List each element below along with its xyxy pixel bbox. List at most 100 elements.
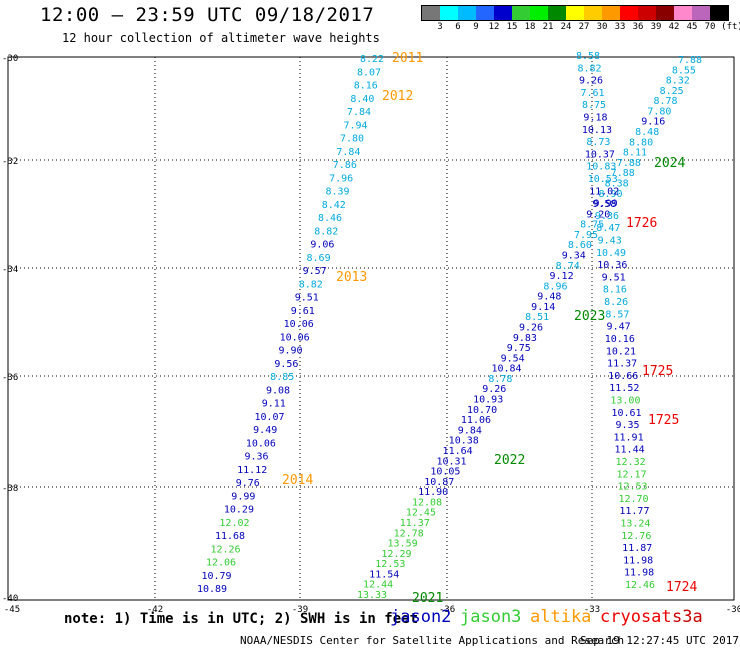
color-swatch xyxy=(476,6,494,20)
legend-jason3: jason3 xyxy=(460,607,522,627)
wave-height-value: 9.20 xyxy=(586,209,610,220)
color-scale-label: 70 xyxy=(704,22,716,32)
color-scale-label: 21 xyxy=(542,22,554,32)
wave-height-value: 10.53 xyxy=(588,174,618,185)
wave-height-value: 8.42 xyxy=(322,200,346,211)
wave-height-value: 9.06 xyxy=(310,240,334,251)
legend-jason2: jason2 xyxy=(390,607,452,627)
track-label: 1724 xyxy=(666,580,697,595)
wave-height-value: 12.76 xyxy=(621,531,651,542)
wave-height-value: 10.89 xyxy=(197,584,227,595)
wave-height-value: 8.16 xyxy=(603,285,627,296)
wave-height-value: 9.51 xyxy=(602,272,626,283)
track-label: 2023 xyxy=(574,309,605,324)
legend-altika: altika xyxy=(530,607,592,627)
wave-height-value: 8.69 xyxy=(307,253,331,264)
color-scale-label: 9 xyxy=(473,22,479,32)
wave-height-value: 11.98 xyxy=(624,568,654,579)
color-swatch xyxy=(584,6,602,20)
wave-height-value: 8.25 xyxy=(660,86,684,97)
x-tick-label: -42 xyxy=(147,605,163,615)
wave-height-value: 10.38 xyxy=(449,436,479,447)
wave-height-value: 8.82 xyxy=(577,63,601,74)
wave-height-value: 10.93 xyxy=(473,395,503,406)
color-scale-label: 36 xyxy=(632,22,644,32)
color-scale-label: 42 xyxy=(668,22,680,32)
wave-height-value: 7.80 xyxy=(340,134,364,145)
wave-height-value: 9.49 xyxy=(253,425,277,436)
wave-height-value: 9.43 xyxy=(598,236,622,247)
footer-timestamp: Sep 19 12:27:45 UTC 2017 xyxy=(580,634,739,647)
color-swatch xyxy=(440,6,458,20)
track-label: 1725 xyxy=(642,364,673,379)
color-swatch xyxy=(548,6,566,20)
wave-height-value: 8.78 xyxy=(488,374,512,385)
color-swatch xyxy=(602,6,620,20)
wave-height-value: 10.49 xyxy=(596,248,626,259)
wave-height-value: 10.05 xyxy=(430,467,460,478)
wave-height-value: 9.56 xyxy=(274,359,298,370)
wave-height-value: 7.61 xyxy=(580,88,604,99)
wave-height-value: 8.32 xyxy=(666,76,690,87)
wave-height-value: 11.90 xyxy=(418,487,448,498)
y-tick-label: -38 xyxy=(2,484,18,494)
wave-height-value: 8.39 xyxy=(325,187,349,198)
wave-height-value: 11.98 xyxy=(623,555,653,566)
wave-height-value: 10.29 xyxy=(224,505,254,516)
wave-height-value: 7.86 xyxy=(333,160,357,171)
wave-height-value: 10.79 xyxy=(201,571,231,582)
color-scale-label: 45 xyxy=(686,22,698,32)
wave-height-value: 7.84 xyxy=(336,147,360,158)
y-tick-label: -36 xyxy=(2,373,18,383)
wave-height-value: 8.90 xyxy=(598,189,622,200)
wave-height-value: 9.54 xyxy=(501,353,525,364)
wave-height-value: 9.18 xyxy=(583,113,607,124)
wave-height-value: 10.61 xyxy=(611,408,641,419)
wave-height-value: 11.02 xyxy=(589,186,619,197)
wave-height-value: 8.22 xyxy=(360,54,384,65)
wave-height-value: 8.74 xyxy=(556,261,580,272)
color-swatch xyxy=(674,6,692,20)
wave-height-value: 8.96 xyxy=(543,281,567,292)
color-swatch xyxy=(638,6,656,20)
wave-height-value: 13.00 xyxy=(610,395,640,406)
wave-height-value: 7.88 xyxy=(617,158,641,169)
wave-height-value: 9.14 xyxy=(531,302,555,313)
wave-height-value: 11.44 xyxy=(615,445,645,456)
color-swatch xyxy=(692,6,710,20)
y-tick-label: -32 xyxy=(2,157,18,167)
track-label: 1725 xyxy=(648,413,679,428)
wave-height-value: 12.53 xyxy=(375,559,405,570)
color-swatch xyxy=(656,6,674,20)
wave-height-value: 8.40 xyxy=(350,94,374,105)
wave-height-value: 10.66 xyxy=(608,371,638,382)
footer-credit: NOAA/NESDIS Center for Satellite Applica… xyxy=(240,634,625,647)
wave-height-value: 8.75 xyxy=(582,100,606,111)
wave-height-value: 8.82 xyxy=(299,279,323,290)
wave-height-value: 9.75 xyxy=(507,343,531,354)
wave-height-value: 10.37 xyxy=(585,149,615,160)
wave-height-value: 8.82 xyxy=(314,226,338,237)
wave-height-value: 8.07 xyxy=(357,67,381,78)
wave-height-value: 12.45 xyxy=(406,508,436,519)
wave-height-value: 12.46 xyxy=(625,580,655,591)
color-swatch xyxy=(620,6,638,20)
wave-height-value: 9.12 xyxy=(550,271,574,282)
wave-height-value: 12.53 xyxy=(617,482,647,493)
track-label: 2012 xyxy=(382,89,413,104)
wave-height-value: 12.08 xyxy=(412,497,442,508)
wave-height-value: 12.29 xyxy=(381,549,411,560)
wave-height-value: 12.17 xyxy=(617,469,647,480)
wave-height-value: 12.44 xyxy=(363,580,393,591)
wave-height-value: 10.06 xyxy=(246,438,276,449)
wave-height-value: 7.94 xyxy=(343,120,367,131)
wave-height-value: 9.34 xyxy=(562,250,586,261)
wave-height-value: 8.78 xyxy=(653,96,677,107)
wave-height-value: 10.84 xyxy=(491,364,521,375)
wave-height-value: 7.88 xyxy=(611,168,635,179)
wave-height-value: 10.36 xyxy=(597,260,627,271)
wave-height-value: 8.58 xyxy=(576,51,600,62)
wave-height-value: 13.59 xyxy=(388,539,418,550)
color-scale-label: 33 xyxy=(614,22,626,32)
map-frame xyxy=(7,56,735,601)
